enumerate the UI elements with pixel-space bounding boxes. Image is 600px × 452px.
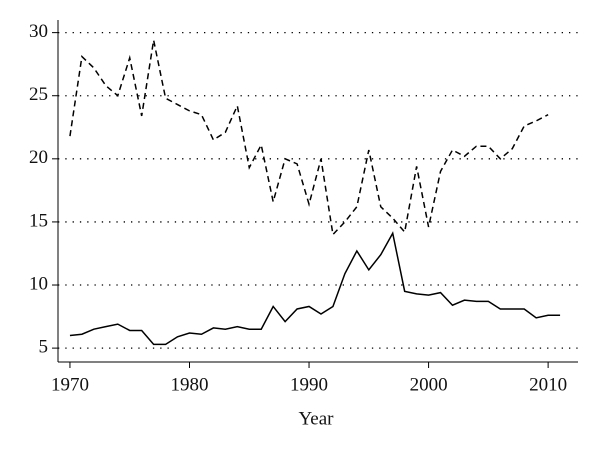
y-tick-label: 10 bbox=[29, 273, 48, 294]
y-tick-label: 30 bbox=[29, 21, 48, 42]
y-tick-label: 20 bbox=[29, 147, 48, 168]
line-series bbox=[69, 231, 561, 346]
x-tick-label: 1980 bbox=[170, 374, 208, 395]
x-axis-label: Year bbox=[298, 408, 334, 429]
line-series bbox=[69, 40, 549, 237]
x-tick-label: 1970 bbox=[51, 374, 89, 395]
y-tick-label: 15 bbox=[29, 210, 48, 231]
x-tick-label: 2000 bbox=[410, 374, 448, 395]
x-tick-label: 2010 bbox=[529, 374, 567, 395]
x-tick-label: 1990 bbox=[290, 374, 328, 395]
y-tick-label: 5 bbox=[39, 336, 49, 357]
y-tick-label: 25 bbox=[29, 84, 48, 105]
